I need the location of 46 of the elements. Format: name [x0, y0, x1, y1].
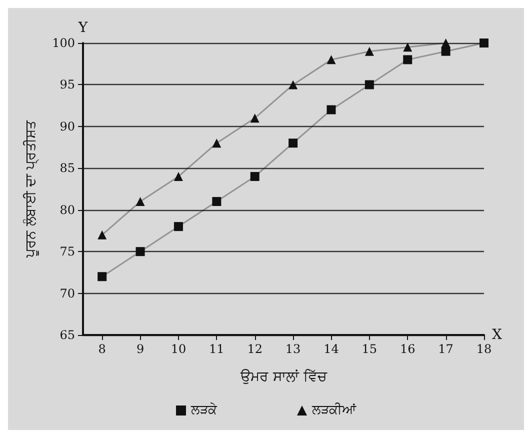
x-tick-label: 13 — [285, 342, 301, 356]
x-tick-label: 8 — [98, 342, 106, 356]
y-tick-label: 85 — [60, 161, 75, 176]
y-tick-label: 65 — [60, 328, 75, 342]
point — [136, 247, 145, 256]
point — [326, 55, 336, 64]
y-tick-label: 100 — [52, 36, 75, 50]
point — [480, 38, 488, 48]
point — [288, 138, 298, 148]
x-tick-label: 11 — [209, 342, 224, 356]
x-tick-label: 18 — [476, 342, 492, 356]
point — [403, 42, 412, 52]
point — [98, 272, 107, 282]
point — [403, 55, 412, 64]
x-tick-label: 10 — [170, 342, 186, 356]
y-axis-title: ਪੂਰਨ ਲੰਬਾਈ ਦਾ ਪ੍ਰਤੀਸ਼ਤ — [22, 119, 40, 259]
legend-label: ਲੜਕੇ — [190, 403, 218, 418]
x-tick-label: 9 — [136, 342, 144, 356]
point — [212, 138, 222, 148]
point — [212, 197, 222, 206]
point — [288, 80, 298, 90]
y-tick-label: 80 — [60, 202, 75, 217]
x-tick-label: 17 — [438, 342, 454, 356]
point — [250, 172, 260, 181]
text: X — [492, 327, 502, 343]
point — [364, 80, 374, 90]
point — [441, 38, 450, 48]
point — [136, 197, 145, 206]
x-tick-label: 15 — [362, 342, 378, 356]
y-tick-label: 90 — [60, 119, 75, 134]
x-tick-label: 14 — [324, 342, 340, 356]
text: Y — [77, 20, 88, 36]
y-tick-label: 70 — [60, 286, 75, 300]
point — [364, 46, 374, 56]
x-tick-label: 12 — [247, 342, 262, 356]
point — [441, 46, 450, 56]
point — [98, 230, 107, 240]
point — [174, 172, 183, 181]
point — [326, 105, 336, 114]
x-tick-label: 16 — [400, 342, 416, 356]
y-tick-label: 75 — [60, 244, 75, 259]
x-axis-title: ਉਮਰ ਸਾਲਾਂ ਵਿੱਚ — [240, 369, 328, 385]
point — [250, 114, 260, 123]
point — [174, 222, 183, 232]
legend-label: ਲੜਕੀਆਂ — [311, 403, 357, 418]
y-tick-label: 95 — [60, 78, 75, 92]
